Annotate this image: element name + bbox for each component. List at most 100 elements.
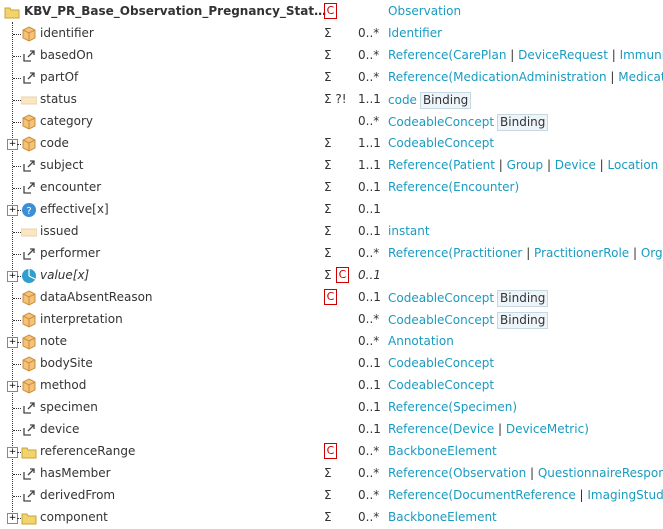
element-name[interactable]: status (40, 92, 77, 106)
element-name[interactable]: code (40, 136, 69, 150)
element-name[interactable]: basedOn (40, 48, 94, 62)
element-name[interactable]: encounter (40, 180, 102, 194)
tree-row[interactable]: + code Σ 1..1 CodeableConcept (0, 133, 663, 155)
type-link[interactable]: code (388, 93, 417, 107)
type-link[interactable]: Reference( (388, 488, 454, 502)
type-link[interactable]: DeviceRequest (518, 48, 608, 62)
binding-button[interactable]: Binding (497, 312, 549, 329)
tree-row[interactable]: + referenceRange C 0..* BackboneElement (0, 441, 663, 463)
element-name[interactable]: category (40, 114, 94, 128)
tree-row[interactable]: identifier Σ 0..* Identifier (0, 23, 663, 45)
type-link[interactable]: Reference( (388, 466, 454, 480)
type-link[interactable]: CodeableConcept (388, 313, 495, 327)
constraint-icon[interactable]: C (336, 267, 349, 283)
type-link[interactable]: Immuni… (619, 48, 663, 62)
tree-row[interactable]: + note 0..* Annotation (0, 331, 663, 353)
element-name[interactable]: device (40, 422, 80, 436)
type-link[interactable]: Observation (453, 466, 527, 480)
type-link[interactable]: Reference( (388, 70, 454, 84)
type-link[interactable]: PractitionerRole (534, 246, 630, 260)
element-name[interactable]: issued (40, 224, 79, 238)
tree-row[interactable]: issued Σ 0..1 instant (0, 221, 663, 243)
type-link[interactable]: instant (388, 224, 430, 238)
tree-row[interactable]: encounter Σ 0..1 Reference(Encounter) (0, 177, 663, 199)
type-link[interactable]: Reference( (388, 246, 454, 260)
type-link[interactable]: Medicati… (618, 70, 663, 84)
tree-row[interactable]: subject Σ 1..1 Reference(Patient | Group | … (0, 155, 663, 177)
tree-row[interactable]: basedOn Σ 0..* Reference(CarePlan | DeviceR… (0, 45, 663, 67)
tree-row[interactable]: + value[x] Σ C 0..1 (0, 265, 663, 287)
type-link[interactable]: ) (514, 180, 520, 194)
element-name[interactable]: interpretation (40, 312, 123, 326)
type-link[interactable]: Reference( (388, 180, 454, 194)
constraint-icon[interactable]: C (324, 443, 337, 459)
type-link[interactable]: Patient (453, 158, 495, 172)
type-link[interactable]: Device (554, 158, 596, 172)
element-name[interactable]: value[x] (40, 268, 90, 282)
tree-row[interactable]: + component Σ 0..* BackboneElement (0, 507, 663, 529)
type-link[interactable]: Group (506, 158, 544, 172)
element-name[interactable]: specimen (40, 400, 98, 414)
tree-row[interactable]: performer Σ 0..* Reference(Practitioner | P… (0, 243, 663, 265)
type-link[interactable]: CodeableConcept (388, 115, 495, 129)
constraint-icon[interactable]: C (324, 289, 337, 305)
type-link[interactable]: Specimen (453, 400, 513, 414)
tree-row[interactable]: dataAbsentReason C 0..1 CodeableConcept Bind… (0, 287, 663, 309)
tree-row[interactable]: +? effective[x] Σ 0..1 (0, 199, 663, 221)
type-link[interactable]: ImagingStudy… (587, 488, 663, 502)
binding-button[interactable]: Binding (497, 114, 549, 131)
tree-row[interactable]: status Σ ?! 1..1 code Binding (0, 89, 663, 111)
type-link[interactable]: ) (512, 400, 518, 414)
type-link[interactable]: CodeableConcept (388, 136, 495, 150)
tree-row[interactable]: KBV_PR_Base_Observation_Pregnancy_Stat… C… (0, 1, 663, 23)
element-name[interactable]: performer (40, 246, 101, 260)
element-name[interactable]: subject (40, 158, 84, 172)
tree-row[interactable]: derivedFrom Σ 0..* Reference(DocumentRefere… (0, 485, 663, 507)
element-name[interactable]: component (40, 510, 108, 524)
type-link[interactable]: QuestionnaireRespons… (537, 466, 663, 480)
element-name[interactable]: effective[x] (40, 202, 109, 216)
type-link[interactable]: DocumentReference (453, 488, 576, 502)
tree-row[interactable]: hasMember Σ 0..* Reference(Observation | Qu… (0, 463, 663, 485)
type-link[interactable]: BackboneElement (388, 510, 497, 524)
type-link[interactable]: ) (584, 422, 589, 436)
type-link[interactable]: Encounter (453, 180, 515, 194)
type-link[interactable]: Device (453, 422, 495, 436)
type-link[interactable]: Location (607, 158, 659, 172)
type-link[interactable]: Practitioner (453, 246, 523, 260)
type-link[interactable]: CodeableConcept (388, 356, 495, 370)
element-name[interactable]: partOf (40, 70, 79, 84)
tree-row[interactable]: specimen 0..1 Reference(Specimen) (0, 397, 663, 419)
binding-button[interactable]: Binding (419, 92, 472, 109)
element-name[interactable]: identifier (40, 26, 94, 40)
element-name[interactable]: hasMember (40, 466, 111, 480)
element-name[interactable]: KBV_PR_Base_Observation_Pregnancy_Stat… (24, 4, 327, 18)
tree-row[interactable]: interpretation 0..* CodeableConcept Binding (0, 309, 663, 331)
type-link[interactable]: Annotation (388, 334, 454, 348)
element-name[interactable]: method (40, 378, 87, 392)
tree-row[interactable]: device 0..1 Reference(Device | DeviceMetri… (0, 419, 663, 441)
tree-row[interactable]: + method 0..1 CodeableConcept (0, 375, 663, 397)
type-link[interactable]: Observation (388, 4, 462, 18)
type-link[interactable]: CarePlan (453, 48, 507, 62)
tree-row[interactable]: category 0..* CodeableConcept Binding (0, 111, 663, 133)
binding-button[interactable]: Binding (497, 290, 549, 307)
type-link[interactable]: Identifier (388, 26, 443, 40)
element-name[interactable]: dataAbsentReason (40, 290, 153, 304)
type-link[interactable]: BackboneElement (388, 444, 497, 458)
type-link[interactable]: MedicationAdministration (453, 70, 607, 84)
type-link[interactable]: Reference( (388, 422, 454, 436)
type-link[interactable]: CodeableConcept (388, 378, 495, 392)
constraint-icon[interactable]: C (324, 3, 337, 19)
element-name[interactable]: referenceRange (40, 444, 136, 458)
type-link[interactable]: Reference( (388, 400, 454, 414)
tree-row[interactable]: partOf Σ 0..* Reference(MedicationAdministr… (0, 67, 663, 89)
element-name[interactable]: bodySite (40, 356, 93, 370)
element-name[interactable]: note (40, 334, 68, 348)
type-link[interactable]: DeviceMetric (505, 422, 585, 436)
type-link[interactable]: Reference( (388, 158, 454, 172)
type-link[interactable]: Orga… (640, 246, 663, 260)
type-link[interactable]: CodeableConcept (388, 291, 495, 305)
tree-row[interactable]: bodySite 0..1 CodeableConcept (0, 353, 663, 375)
type-link[interactable]: Reference( (388, 48, 454, 62)
